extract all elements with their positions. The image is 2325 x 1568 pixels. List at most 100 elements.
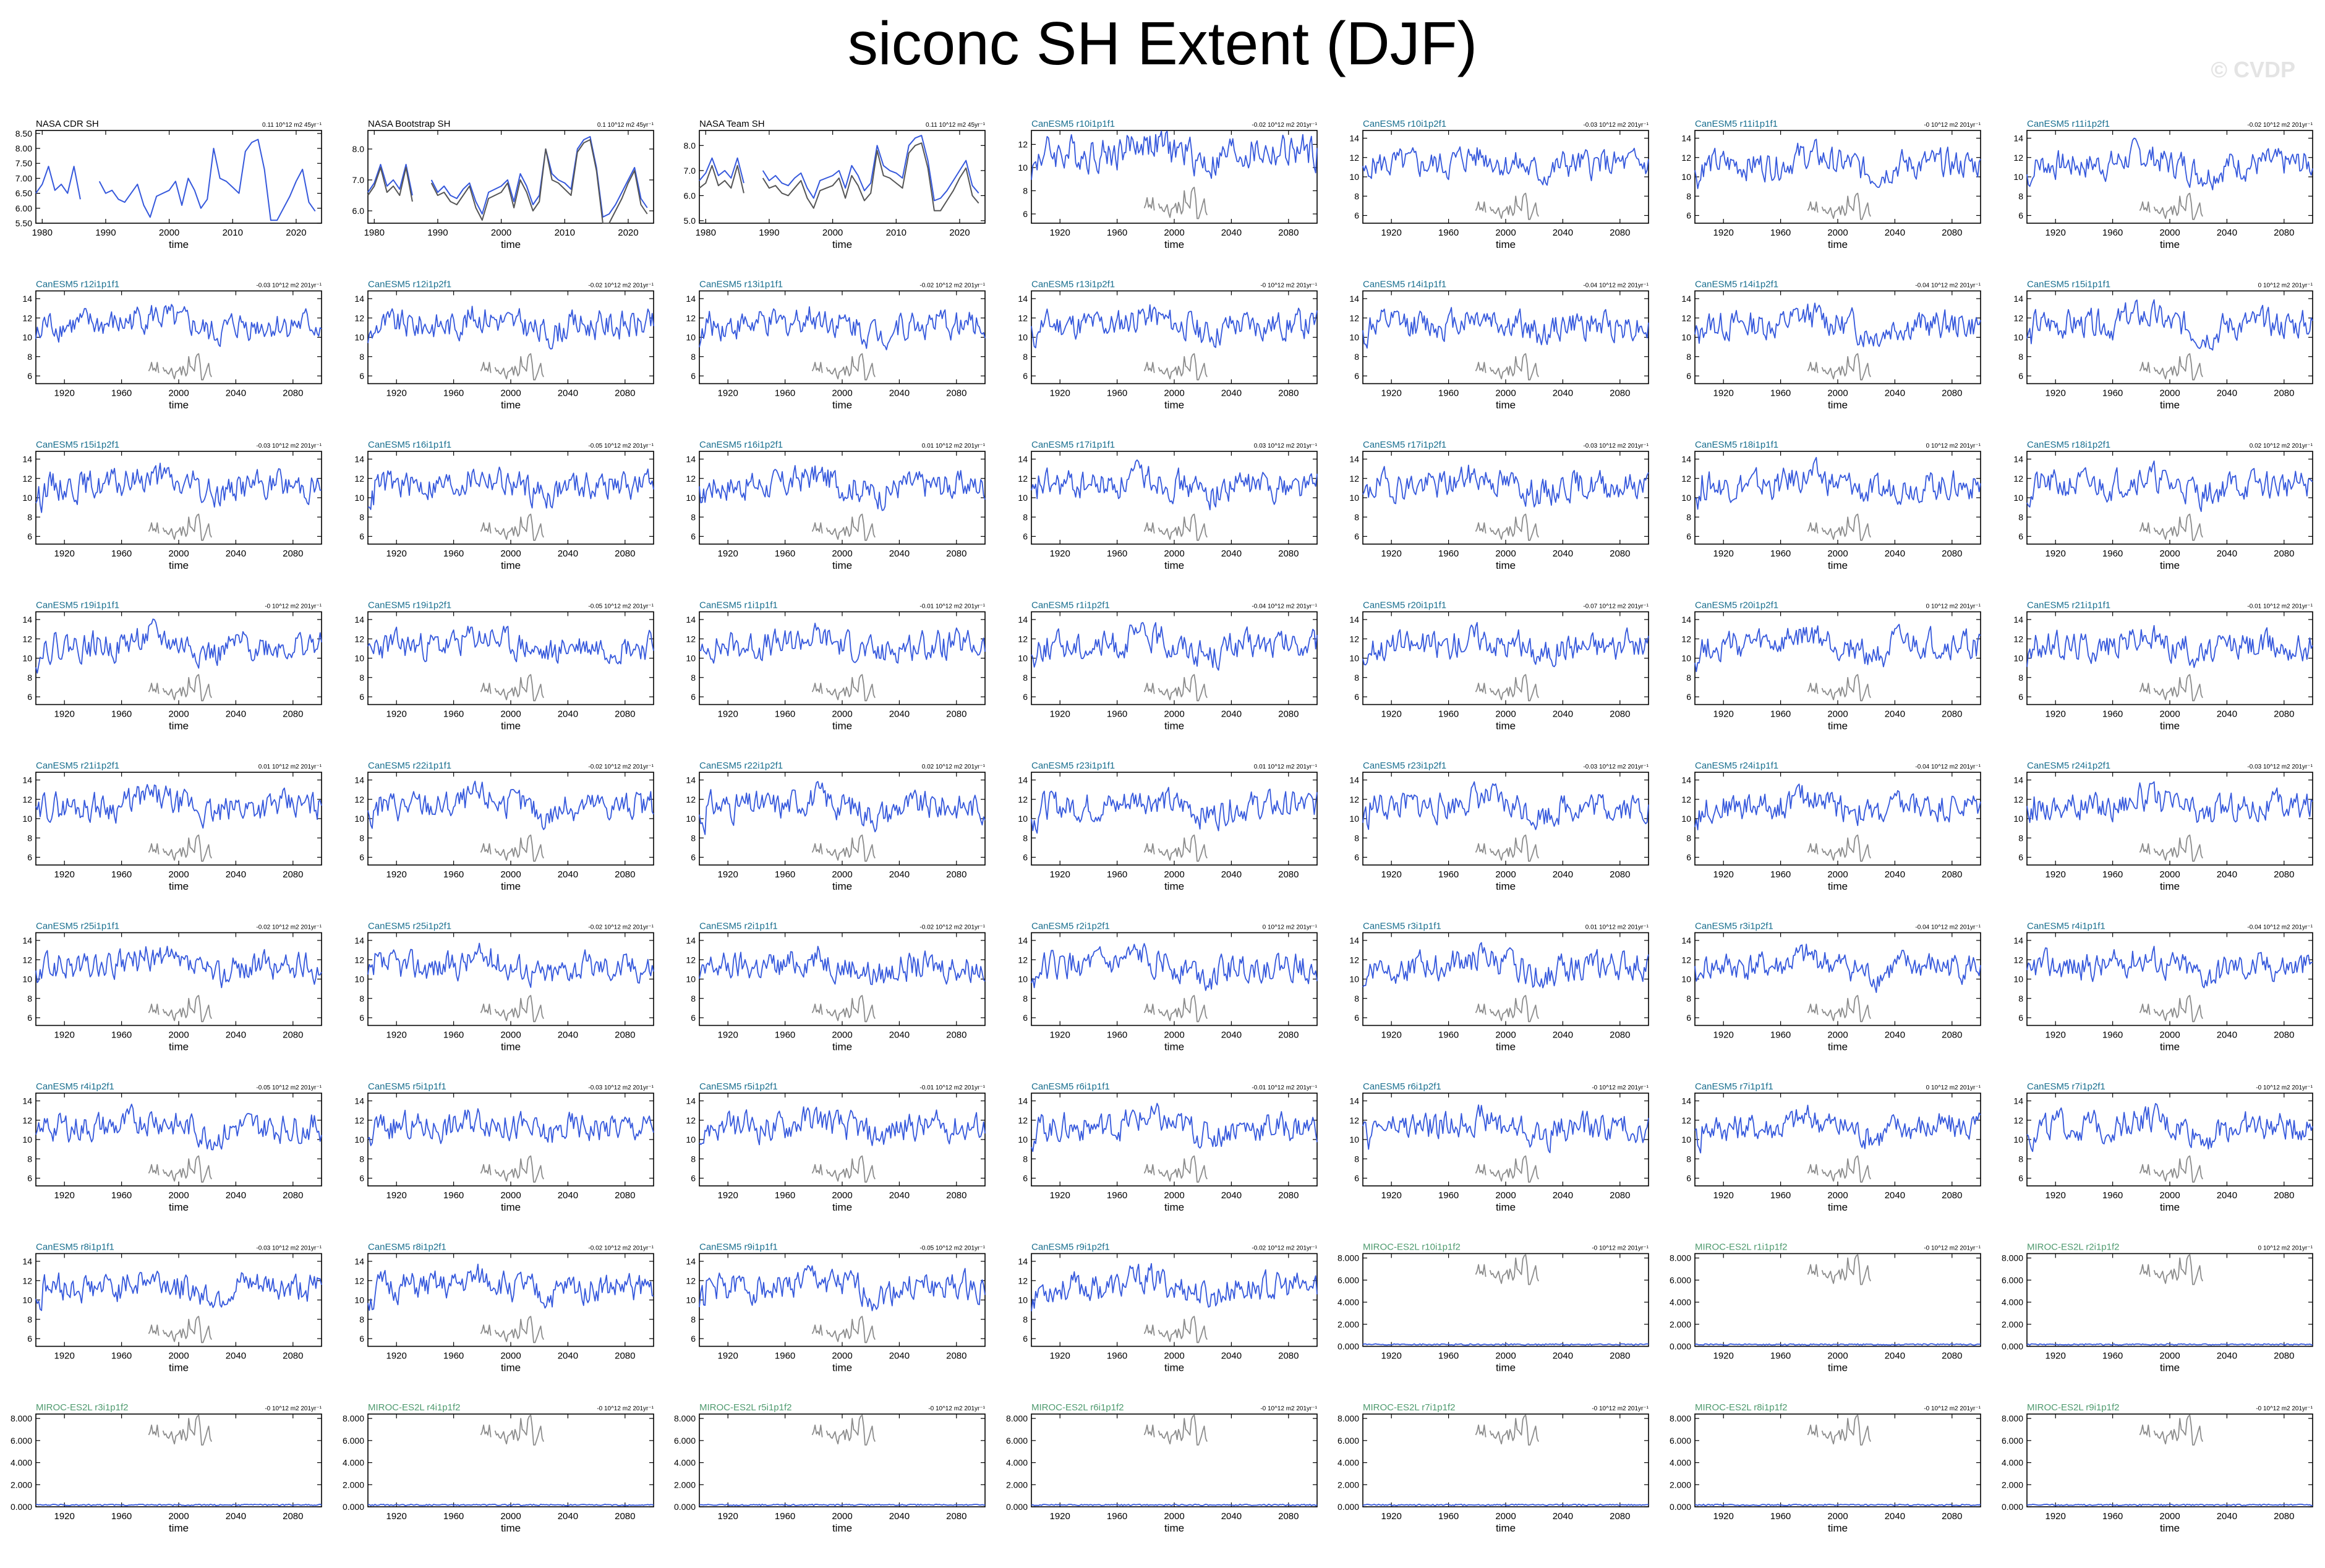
y-tick-label: 8 <box>1023 352 1028 362</box>
x-tick-label: 2040 <box>1885 1351 1905 1361</box>
x-tick-label: 1960 <box>775 709 795 720</box>
x-tick-label: 2080 <box>1942 869 1962 880</box>
panel-title: CanESM5 r8i1p1f1 <box>36 1242 114 1253</box>
x-tick-label: 2040 <box>1885 228 1905 238</box>
x-tick-label: 2000 <box>1164 1030 1184 1041</box>
x-tick-label: 2000 <box>168 548 189 559</box>
y-tick-label: 8 <box>1023 1314 1028 1324</box>
panel-canesm5-r22i1p2f1: CanESM5 r22i1p2f1 0.02 10^12 m2 201yr⁻¹ 19… <box>686 761 986 892</box>
y-tick-label: 10 <box>22 1295 32 1305</box>
x-tick-label: 2040 <box>2217 548 2237 559</box>
trend-label: -0.02 10^12 m2 201yr⁻¹ <box>256 924 322 931</box>
y-tick-label: 8 <box>1686 994 1691 1003</box>
x-axis-label: time <box>832 399 852 411</box>
y-tick-label: 6.50 <box>15 189 32 198</box>
panel-title: CanESM5 r16i1p2f1 <box>699 440 783 450</box>
y-tick-label: 6 <box>691 853 696 863</box>
trend-label: -0 10^12 m2 201yr⁻¹ <box>1592 1405 1649 1412</box>
y-tick-label: 10 <box>354 493 364 503</box>
y-tick-label: 8 <box>1023 833 1028 843</box>
y-tick-label: 8.000 <box>1670 1413 1691 1423</box>
y-tick-label: 10 <box>1018 163 1028 173</box>
x-tick-label: 1920 <box>54 1351 75 1361</box>
y-tick-label: 6 <box>1354 1013 1359 1023</box>
y-tick-label: 12 <box>1349 313 1359 323</box>
panel-title: CanESM5 r3i1p2f1 <box>1695 921 1773 932</box>
y-tick-label: 10 <box>354 654 364 663</box>
x-axis-label: time <box>2160 399 2180 411</box>
model-series-line <box>1031 1263 1318 1311</box>
x-axis-label: time <box>501 560 521 571</box>
x-tick-label: 1960 <box>443 388 464 399</box>
y-tick-label: 10 <box>1018 974 1028 984</box>
model-series-line <box>699 781 986 835</box>
y-tick-label: 14 <box>686 935 696 945</box>
x-axis-label: time <box>169 1201 189 1213</box>
y-tick-label: 6 <box>27 371 32 381</box>
x-tick-label: 2040 <box>1221 1511 1242 1522</box>
y-tick-label: 12 <box>2013 955 2023 965</box>
x-axis-label: time <box>1496 239 1516 250</box>
panel-title: CanESM5 r8i1p2f1 <box>368 1242 446 1253</box>
panel-canesm5-r5i1p2f1: CanESM5 r5i1p2f1 -0.01 10^12 m2 201yr⁻¹ 19… <box>686 1081 986 1213</box>
y-tick-label: 6 <box>359 853 364 863</box>
y-tick-label: 6 <box>2018 853 2023 863</box>
panel-title: CanESM5 r22i1p2f1 <box>699 761 783 771</box>
y-tick-label: 8 <box>27 994 32 1003</box>
x-tick-label: 2000 <box>1827 1190 1848 1201</box>
y-tick-label: 12 <box>1018 140 1028 150</box>
x-tick-label: 2040 <box>1221 1190 1242 1201</box>
obs-overlay-line <box>2139 1414 2203 1446</box>
panel-nasa-bootstrap-sh: NASA Bootstrap SH 0.1 10^12 m2 45yr⁻¹ 1980… <box>352 119 654 250</box>
x-tick-label: 1920 <box>386 709 407 720</box>
y-tick-label: 6 <box>2018 211 2023 221</box>
x-axis-label: time <box>1164 880 1184 892</box>
y-tick-label: 14 <box>22 454 32 464</box>
x-tick-label: 2080 <box>1610 869 1630 880</box>
x-tick-label: 1960 <box>1438 548 1459 559</box>
x-tick-label: 2040 <box>2217 228 2237 238</box>
y-tick-label: 14 <box>1681 615 1691 624</box>
plot-frame <box>1362 1413 1649 1507</box>
x-tick-label: 2080 <box>615 709 635 720</box>
panel-title: NASA CDR SH <box>36 119 99 129</box>
x-tick-label: 1960 <box>1770 548 1791 559</box>
y-tick-label: 14 <box>2013 134 2023 143</box>
x-axis-label: time <box>1828 560 1848 571</box>
x-tick-label: 2000 <box>1827 1511 1848 1522</box>
x-tick-label: 2080 <box>1610 388 1630 399</box>
panel-title: CanESM5 r17i1p2f1 <box>1363 440 1446 450</box>
y-tick-label: 6 <box>1023 371 1028 381</box>
x-tick-label: 1960 <box>1770 1190 1791 1201</box>
y-tick-label: 10 <box>1681 172 1691 182</box>
y-tick-label: 8 <box>1354 191 1359 201</box>
panel-canesm5-r3i1p2f1: CanESM5 r3i1p2f1 -0.04 10^12 m2 201yr⁻¹ 19… <box>1681 921 1981 1053</box>
panel-canesm5-r21i1p2f1: CanESM5 r21i1p2f1 0.01 10^12 m2 201yr⁻¹ 19… <box>22 761 322 892</box>
y-tick-label: 14 <box>1349 775 1359 785</box>
x-tick-label: 1920 <box>718 869 738 880</box>
series-line <box>35 138 316 221</box>
x-tick-label: 1960 <box>1770 869 1791 880</box>
x-tick-label: 2000 <box>168 709 189 720</box>
obs-overlay-line <box>1807 353 1871 381</box>
obs-overlay-line <box>2139 674 2203 702</box>
x-tick-label: 2040 <box>1221 709 1242 720</box>
trend-label: -0 10^12 m2 201yr⁻¹ <box>597 1405 654 1412</box>
x-tick-label: 2080 <box>615 869 635 880</box>
obs-overlay-line <box>1475 995 1539 1023</box>
y-tick-label: 10 <box>2013 974 2023 984</box>
trend-label: -0.05 10^12 m2 201yr⁻¹ <box>588 443 654 450</box>
trend-label: -0.02 10^12 m2 201yr⁻¹ <box>919 283 985 289</box>
y-tick-label: 10 <box>1681 333 1691 343</box>
x-tick-label: 2040 <box>1885 548 1905 559</box>
y-tick-label: 10 <box>1349 172 1359 182</box>
x-tick-label: 1960 <box>1107 1351 1127 1361</box>
x-tick-label: 2000 <box>2159 1190 2180 1201</box>
x-tick-label: 1960 <box>775 388 795 399</box>
model-series-line <box>367 1504 654 1506</box>
obs-overlay-line <box>148 834 212 862</box>
x-tick-label: 1920 <box>54 1190 75 1201</box>
y-tick-label: 12 <box>1018 634 1028 644</box>
panel-title: MIROC-ES2L r7i1p1f2 <box>1363 1402 1456 1413</box>
y-tick-label: 10 <box>686 493 696 503</box>
